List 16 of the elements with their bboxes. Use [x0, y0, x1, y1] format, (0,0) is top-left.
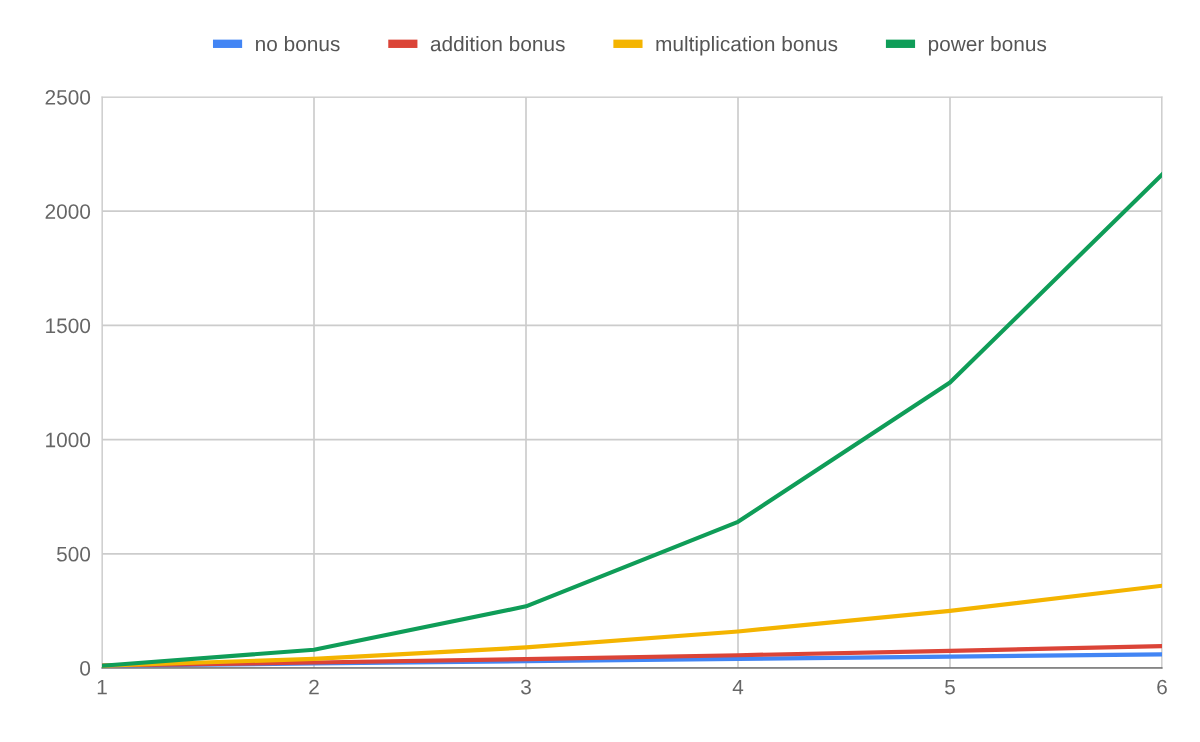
- x-tick-label: 2: [309, 679, 319, 695]
- legend-label: addition bonus: [430, 35, 565, 52]
- y-tick-label: 500: [56, 546, 91, 562]
- legend-label: multiplication bonus: [656, 35, 838, 56]
- x-tick-label: 1: [97, 679, 107, 695]
- y-tick-label: 2000: [45, 204, 91, 219]
- y-tick-label: 2500: [45, 90, 91, 105]
- x-tick-label: 5: [945, 679, 955, 695]
- x-tick-label: 3: [521, 679, 531, 695]
- y-tick-label: 1000: [46, 432, 91, 448]
- legend-label: no bonus: [256, 35, 340, 52]
- legend-label: power bonus: [928, 35, 1047, 56]
- x-tick-label: 4: [732, 679, 744, 695]
- x-tick-label: 6: [1157, 679, 1167, 695]
- y-tick-label: 1500: [46, 318, 91, 334]
- y-tick-label: 0: [80, 661, 91, 676]
